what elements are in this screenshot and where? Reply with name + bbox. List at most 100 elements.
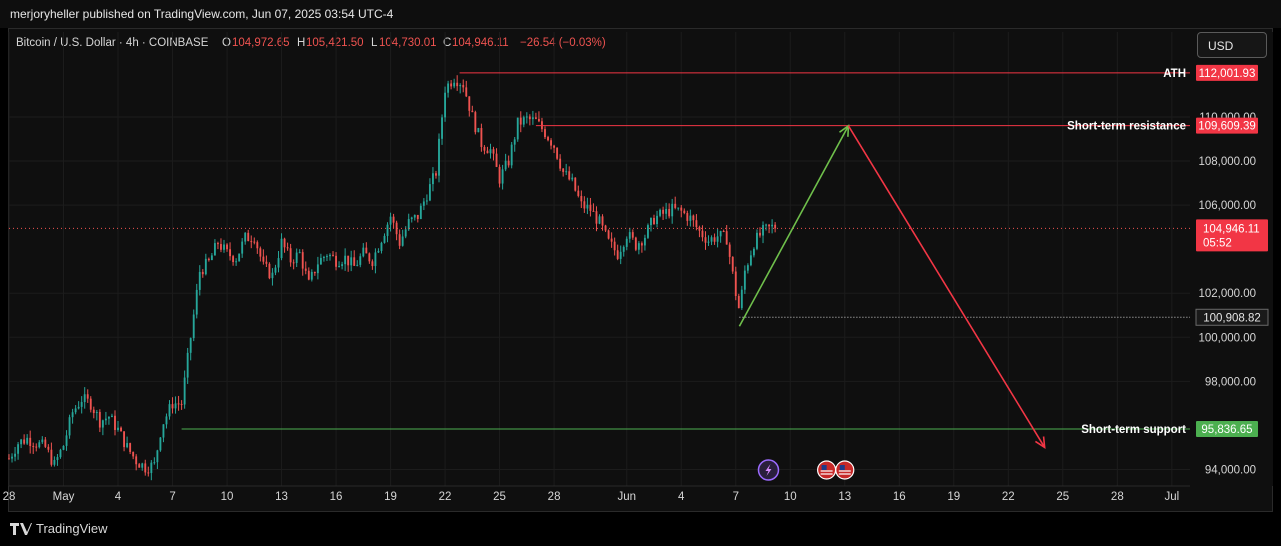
candle-body bbox=[292, 262, 295, 264]
candle-body bbox=[177, 403, 180, 405]
candle-body bbox=[50, 449, 53, 465]
candle-body bbox=[280, 238, 283, 259]
flag-canton bbox=[821, 465, 827, 470]
current-price-tag bbox=[1196, 219, 1268, 252]
high-value: 105,421.50 bbox=[306, 37, 364, 49]
candle-body bbox=[117, 427, 119, 430]
candle-body bbox=[101, 420, 104, 428]
projection-arrows bbox=[738, 124, 1046, 450]
candle-body bbox=[371, 261, 374, 267]
candle-body bbox=[332, 254, 334, 256]
x-tick-label: 22 bbox=[439, 491, 452, 503]
y-tick-label: 108,000.00 bbox=[1198, 156, 1256, 168]
candle-body bbox=[768, 224, 771, 227]
candle-body bbox=[165, 416, 168, 425]
candle-body bbox=[662, 209, 665, 214]
current-price-label: 104,946.11 bbox=[1203, 223, 1260, 235]
projection-up-arrow bbox=[738, 125, 850, 327]
candle-body bbox=[465, 87, 468, 97]
candle-body bbox=[80, 402, 83, 407]
candle-body bbox=[189, 338, 192, 353]
candle-body bbox=[338, 266, 341, 268]
x-tick-label: 4 bbox=[678, 491, 685, 503]
countdown-label: 05:52 bbox=[1203, 237, 1232, 249]
currency-button[interactable]: USD bbox=[1197, 32, 1267, 58]
x-tick-label: 19 bbox=[947, 491, 960, 503]
candle-body bbox=[595, 211, 598, 224]
candle-body bbox=[298, 252, 301, 254]
candle-body bbox=[107, 417, 110, 419]
candle-body bbox=[8, 458, 10, 460]
candle-body bbox=[198, 271, 201, 290]
candle-body bbox=[398, 234, 401, 246]
candle-body bbox=[547, 137, 549, 141]
ohlc-legend: Bitcoin / U.S. Dollar · 4h · COINBASE O … bbox=[16, 37, 606, 49]
candle-body bbox=[17, 444, 20, 454]
candle-body bbox=[743, 270, 746, 290]
candle-body bbox=[319, 257, 322, 265]
candle-body bbox=[695, 220, 698, 228]
candle-body bbox=[307, 270, 310, 280]
candle-body bbox=[740, 289, 743, 309]
chart-frame[interactable] bbox=[8, 28, 1273, 512]
candle-body bbox=[556, 147, 559, 159]
publisher-bar: merjoryheller published on TradingView.c… bbox=[0, 0, 1281, 28]
brand-label: TradingView bbox=[36, 521, 108, 536]
candle-body bbox=[132, 451, 135, 457]
candle-body bbox=[722, 230, 725, 232]
footer: TradingView bbox=[0, 512, 1281, 546]
price-chart[interactable]: Bitcoin / U.S. Dollar · 4h · COINBASE O … bbox=[0, 0, 1281, 512]
candle-body bbox=[322, 257, 325, 259]
candle-body bbox=[353, 257, 356, 266]
symbol-title: Bitcoin / U.S. Dollar · 4h · COINBASE bbox=[16, 37, 209, 49]
candle-body bbox=[528, 116, 531, 120]
candle-body bbox=[525, 116, 528, 118]
candle-body bbox=[235, 261, 238, 263]
candle-body bbox=[286, 247, 289, 249]
candle-body bbox=[359, 256, 362, 265]
candle-body bbox=[701, 230, 704, 238]
candle-body bbox=[432, 173, 434, 185]
candle-body bbox=[428, 184, 431, 201]
candle-body bbox=[610, 238, 613, 242]
candle-body bbox=[619, 251, 622, 259]
candle-body bbox=[153, 462, 156, 464]
candle-body bbox=[562, 168, 565, 172]
candle-body bbox=[668, 208, 671, 217]
candle-body bbox=[168, 404, 171, 417]
candle-body bbox=[126, 443, 129, 448]
candle-body bbox=[162, 424, 165, 438]
candle-body bbox=[656, 215, 658, 225]
x-tick-label: 28 bbox=[3, 491, 16, 503]
y-tick-label: 98,000.00 bbox=[1205, 376, 1256, 388]
candle-body bbox=[53, 459, 56, 465]
x-tick-label: 13 bbox=[838, 491, 851, 503]
candle-body bbox=[598, 216, 601, 224]
projection-down-arrow-head bbox=[1034, 436, 1046, 450]
high-label: H bbox=[297, 37, 305, 49]
level-price-label: 112,001.93 bbox=[1199, 68, 1256, 80]
candle-body bbox=[265, 261, 268, 264]
level-label: Short-term support bbox=[1081, 424, 1186, 436]
candle-body bbox=[186, 352, 189, 378]
candle-body bbox=[244, 232, 247, 242]
y-tick-label: 102,000.00 bbox=[1198, 288, 1256, 300]
candle-body bbox=[589, 204, 592, 211]
candle-body bbox=[74, 408, 77, 413]
candle-body bbox=[123, 431, 126, 448]
y-tick-label: 106,000.00 bbox=[1198, 200, 1256, 212]
tradingview-logo[interactable]: TradingView bbox=[10, 521, 108, 536]
candle-body bbox=[20, 439, 23, 445]
candle-body bbox=[180, 403, 183, 405]
marked-low-tag bbox=[1195, 308, 1269, 326]
candle-body bbox=[774, 224, 777, 229]
candle-body bbox=[507, 160, 510, 166]
candle-body bbox=[559, 158, 562, 169]
candle-body bbox=[295, 252, 298, 263]
candle-body bbox=[410, 217, 413, 220]
candle-body bbox=[438, 138, 440, 176]
candle-body bbox=[380, 242, 383, 251]
candle-body bbox=[89, 398, 92, 410]
candle-body bbox=[631, 232, 634, 238]
candle-body bbox=[435, 173, 437, 176]
